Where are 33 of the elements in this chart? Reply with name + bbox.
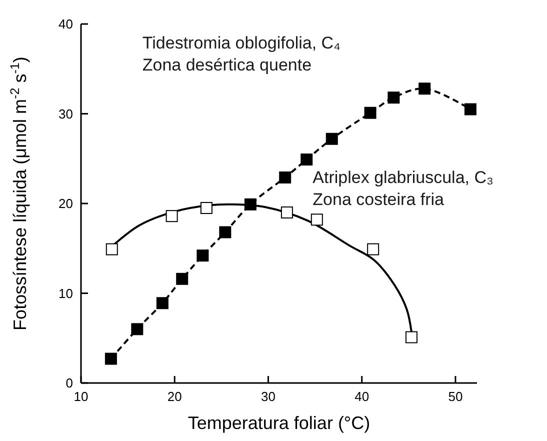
point bbox=[405, 331, 418, 344]
x-axis-title: Temperatura foliar (°C) bbox=[188, 413, 370, 433]
annotation: Tidestromia oblogifolia, C₄ Zona desértica quente bbox=[142, 33, 341, 74]
point bbox=[418, 82, 431, 95]
annotation: Atriplex glabriuscula, C₃ Zona costeira fria bbox=[312, 168, 494, 210]
point bbox=[219, 226, 232, 238]
point bbox=[131, 323, 144, 336]
x-tick-label: 40 bbox=[354, 389, 370, 404]
y-tick-label: 10 bbox=[58, 286, 73, 301]
point bbox=[166, 210, 178, 222]
point bbox=[200, 202, 212, 214]
y-tick-label: 0 bbox=[66, 376, 73, 391]
point bbox=[364, 106, 376, 119]
y-tick-label: 20 bbox=[58, 196, 73, 212]
point bbox=[280, 206, 293, 218]
point bbox=[104, 352, 117, 365]
point bbox=[106, 243, 118, 256]
x-tick-label: 10 bbox=[74, 389, 88, 404]
point bbox=[464, 103, 476, 116]
point bbox=[279, 171, 292, 184]
point bbox=[326, 132, 338, 145]
point bbox=[310, 214, 323, 226]
point bbox=[388, 92, 400, 104]
x-tick-label: 50 bbox=[448, 389, 463, 404]
point bbox=[156, 297, 168, 310]
point bbox=[196, 250, 209, 262]
point bbox=[300, 154, 313, 166]
x-tick-label: 20 bbox=[167, 389, 182, 404]
x-tick-label: 30 bbox=[261, 389, 276, 404]
y-tick-label: 30 bbox=[58, 106, 73, 122]
y-tick-label: 40 bbox=[58, 16, 73, 32]
point bbox=[176, 272, 188, 285]
point bbox=[367, 243, 380, 256]
